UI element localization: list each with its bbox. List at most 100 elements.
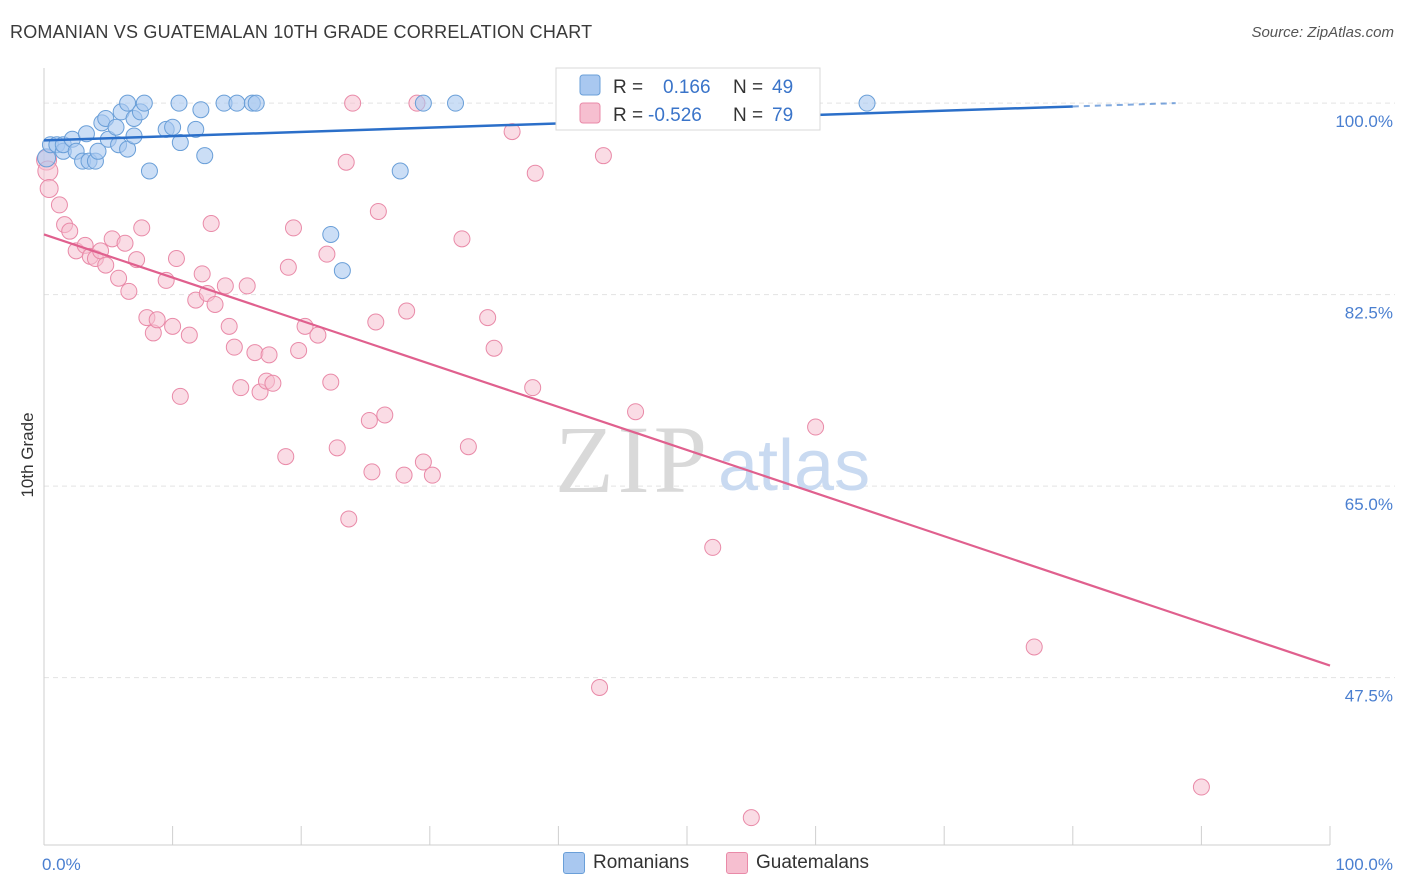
guatemalan-point	[61, 222, 79, 240]
guatemalan-point	[148, 311, 166, 329]
romanian-point	[447, 94, 465, 112]
romanian-point	[187, 120, 205, 138]
guatemalan-point	[110, 269, 128, 287]
romanian-point	[322, 225, 340, 243]
guatemalan-point	[133, 219, 151, 237]
guatemalan-point	[164, 317, 182, 335]
y-tick-label: 65.0%	[1345, 495, 1393, 514]
guatemalan-point	[479, 309, 497, 327]
legend-romanians-n-label: N =	[733, 77, 763, 98]
guatemalan-point	[279, 258, 297, 276]
guatemalans-points	[36, 94, 1210, 827]
guatemalan-point	[1192, 778, 1210, 796]
romanians-points	[37, 94, 876, 280]
guatemalan-point	[116, 234, 134, 252]
watermark-zip: ZIP	[555, 406, 711, 513]
guatemalans-trend-line	[43, 233, 1331, 667]
romanians-swatch	[563, 852, 585, 874]
guatemalan-point	[171, 387, 189, 405]
guatemalan-point	[340, 510, 358, 528]
romanian-point	[171, 134, 189, 152]
romanian-point	[858, 94, 876, 112]
romanian-point	[228, 94, 246, 112]
romanian-point	[119, 94, 137, 112]
source-label: Source: ZipAtlas.com	[1251, 24, 1394, 41]
romanian-point	[140, 162, 158, 180]
legend-guatemalans-r-value: -0.526	[648, 105, 702, 126]
guatemalan-point	[246, 344, 264, 362]
romanian-point	[192, 101, 210, 119]
guatemalan-point	[363, 463, 381, 481]
legend-item-romanians[interactable]: Romanians	[563, 852, 689, 874]
guatemalan-point	[524, 379, 542, 397]
guatemalan-point	[395, 466, 413, 484]
guatemalan-point	[485, 339, 503, 357]
guatemalan-point	[238, 277, 256, 295]
guatemalan-point	[591, 678, 609, 696]
guatemalan-point	[180, 326, 198, 344]
guatemalan-point	[398, 302, 416, 320]
romanian-point	[414, 94, 432, 112]
guatemalan-point	[277, 448, 295, 466]
guatemalan-point	[1025, 638, 1043, 656]
legend-romanians-n-value: 49	[772, 77, 793, 98]
guatemalan-point	[337, 153, 355, 171]
y-axis-label: 10th Grade	[18, 412, 37, 497]
legend-guatemalans-n-value: 79	[772, 105, 793, 126]
romanian-point	[391, 162, 409, 180]
guatemalan-point	[225, 338, 243, 356]
guatemalan-point	[376, 406, 394, 424]
y-tick-label: 100.0%	[1335, 112, 1393, 131]
romanian-point	[170, 94, 188, 112]
guatemalan-point	[216, 277, 234, 295]
romanian-point	[89, 142, 107, 160]
y-tick-label: 82.5%	[1345, 304, 1393, 323]
romanian-point	[164, 118, 182, 136]
romanian-point	[135, 94, 153, 112]
guatemalan-point	[39, 179, 59, 199]
guatemalan-point	[369, 202, 387, 220]
guatemalan-point	[453, 230, 471, 248]
romanian-point	[107, 118, 125, 136]
guatemalan-point	[322, 373, 340, 391]
romanian-point	[196, 147, 214, 165]
guatemalan-point	[264, 374, 282, 392]
chart-title: ROMANIAN VS GUATEMALAN 10TH GRADE CORREL…	[10, 22, 593, 42]
x-tick-label: 0.0%	[42, 855, 81, 874]
guatemalan-point	[97, 256, 115, 274]
guatemalan-point	[503, 123, 521, 141]
guatemalan-point	[318, 245, 336, 263]
legend-item-guatemalans[interactable]: Guatemalans	[726, 852, 869, 874]
guatemalan-point	[742, 809, 760, 827]
guatemalan-point	[260, 346, 278, 364]
legend-blue-swatch	[579, 74, 601, 96]
legend-romanians-r-label: R =	[613, 77, 643, 98]
guatemalan-point	[594, 147, 612, 165]
guatemalan-point	[120, 282, 138, 300]
guatemalan-point	[290, 341, 308, 359]
guatemalan-point	[232, 379, 250, 397]
guatemalan-point	[627, 403, 645, 421]
legend-guatemalans-r-label: R =	[613, 105, 643, 126]
correlation-legend: R = 0.166 N = 49 R = -0.526 N = 79	[555, 67, 821, 131]
axes	[43, 68, 1331, 846]
guatemalan-point	[459, 438, 477, 456]
guatemalan-point	[367, 313, 385, 331]
guatemalans-swatch	[726, 852, 748, 874]
guatemalan-point	[309, 326, 327, 344]
guatemalan-point	[423, 466, 441, 484]
legend-guatemalans-label: Guatemalans	[756, 852, 870, 873]
romanian-point	[247, 94, 265, 112]
guatemalan-point	[704, 538, 722, 556]
guatemalan-point	[344, 94, 362, 112]
legend-romanians-r-value: 0.166	[663, 77, 711, 98]
legend-romanians-label: Romanians	[593, 852, 690, 873]
guatemalan-point	[206, 295, 224, 313]
guatemalan-point	[167, 250, 185, 268]
guatemalan-point	[328, 439, 346, 457]
legend-pink-swatch	[579, 102, 601, 124]
tick-labels: 100.0% 82.5% 65.0% 47.5% 0.0% 100.0%	[42, 112, 1393, 874]
guatemalan-point	[202, 215, 220, 233]
guatemalan-point	[807, 418, 825, 436]
